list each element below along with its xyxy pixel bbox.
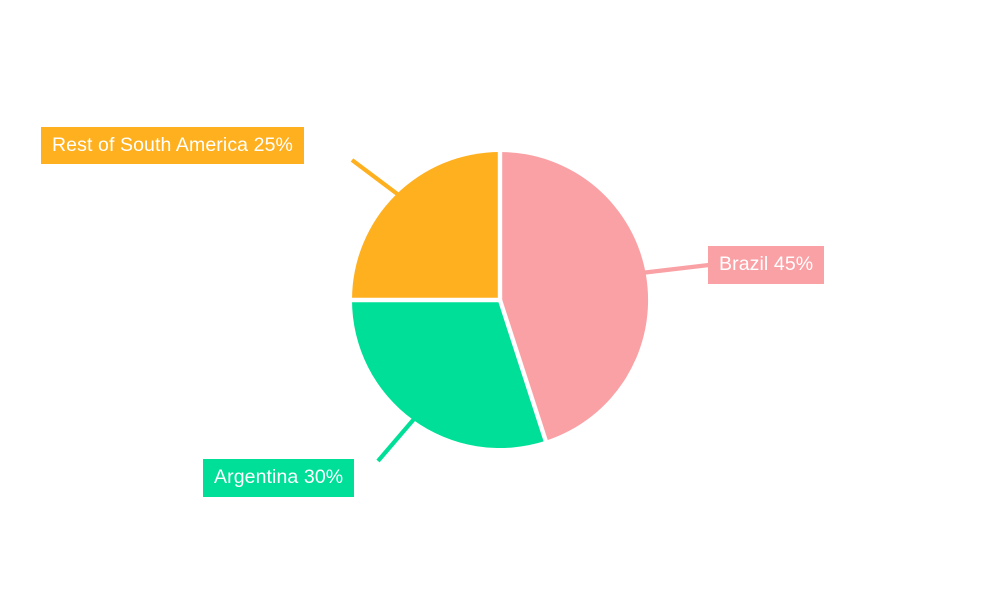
leader-lines <box>350 158 710 463</box>
pie-slice-brazil[interactable] <box>500 151 649 441</box>
pie-slice-argentina[interactable] <box>352 300 546 449</box>
slice-separators <box>350 150 549 444</box>
pie-label-brazil-text: Brazil 45% <box>719 253 814 276</box>
leader-line-argentina <box>376 417 416 463</box>
pie-label-argentina[interactable]: Argentina 30% <box>203 459 355 497</box>
leader-line-brazil <box>640 262 710 276</box>
pie-slice-rest-of-south-america[interactable] <box>352 152 500 300</box>
leader-line-rest-of-south-america <box>350 158 402 198</box>
pie-label-rest-of-south-america[interactable]: Rest of South America 25% <box>41 127 304 164</box>
pie-slices <box>352 151 649 449</box>
pie-label-brazil[interactable]: Brazil 45% <box>708 246 825 284</box>
pie-label-argentina-text: Argentina 30% <box>214 466 344 489</box>
pie-label-rest-of-south-america-text: Rest of South America 25% <box>52 133 293 156</box>
separator-brazil-argentina <box>497 299 549 444</box>
